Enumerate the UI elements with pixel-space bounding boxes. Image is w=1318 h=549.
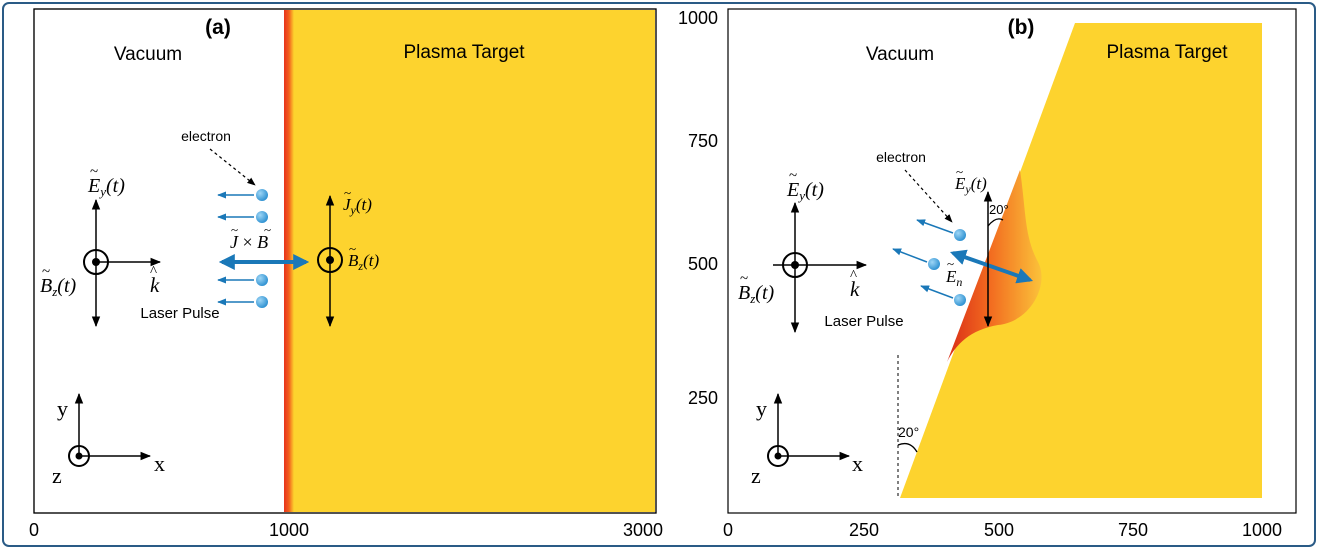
panel-b-xtick-4: 1000 bbox=[1242, 520, 1282, 540]
panel-b-ey-surface-label: Ey(t) ~ bbox=[954, 164, 987, 196]
panel-b-k-label: k ^ bbox=[850, 268, 860, 301]
svg-text:k: k bbox=[150, 273, 160, 297]
svg-text:~: ~ bbox=[740, 271, 748, 287]
svg-text:~: ~ bbox=[344, 185, 351, 200]
svg-text:~: ~ bbox=[231, 222, 238, 237]
svg-text:~: ~ bbox=[789, 168, 797, 184]
svg-text:J × B: J × B bbox=[230, 232, 268, 252]
svg-text:Ey(t): Ey(t) bbox=[786, 179, 824, 203]
panel-b-xtick-0: 0 bbox=[723, 520, 733, 540]
svg-text:~: ~ bbox=[349, 241, 356, 256]
panel-b-ytick-0: 1000 bbox=[678, 8, 718, 28]
svg-text:^: ^ bbox=[850, 268, 857, 284]
svg-text:Bz(t): Bz(t) bbox=[738, 282, 774, 306]
panel-b-angle-top: 20° bbox=[989, 202, 1009, 217]
svg-text:~: ~ bbox=[264, 222, 271, 237]
svg-text:x: x bbox=[154, 451, 165, 476]
panel-b: (b) Vacuum Plasma Target 0 250 500 750 1… bbox=[678, 8, 1297, 540]
panel-b-xtick-1: 250 bbox=[849, 520, 879, 540]
svg-text:k: k bbox=[850, 277, 860, 301]
panel-b-electrons bbox=[892, 219, 966, 306]
panel-b-ey-label: Ey(t) ~ bbox=[786, 168, 824, 203]
panel-a: (a) Vacuum Plasma Target 0 1000 3000 Ey(… bbox=[29, 8, 663, 540]
svg-text:~: ~ bbox=[42, 264, 50, 280]
svg-text:En: En bbox=[945, 267, 962, 289]
svg-text:z: z bbox=[52, 463, 62, 488]
panel-a-k-label: k ^ bbox=[150, 264, 160, 297]
panel-a-jxb-label: J × B ~ ~ bbox=[230, 222, 271, 252]
panel-b-xtick-3: 750 bbox=[1118, 520, 1148, 540]
svg-text:y: y bbox=[756, 396, 767, 421]
svg-text:Bz(t): Bz(t) bbox=[40, 275, 76, 299]
panel-a-xtick-1: 1000 bbox=[269, 520, 309, 540]
svg-text:~: ~ bbox=[90, 164, 98, 180]
panel-a-ey-label: Ey(t) ~ bbox=[87, 164, 125, 199]
panel-b-en-label: En ~ bbox=[945, 256, 962, 289]
panel-a-laser-field bbox=[83, 198, 162, 328]
panel-a-label: (a) bbox=[205, 16, 231, 39]
panel-b-label: (b) bbox=[1008, 16, 1035, 39]
svg-text:~: ~ bbox=[956, 164, 963, 179]
panel-a-bz-label: Bz(t) ~ bbox=[40, 264, 76, 299]
panel-b-ytick-1: 750 bbox=[688, 131, 718, 151]
panel-b-vacuum-label: Vacuum bbox=[866, 44, 934, 65]
svg-text:z: z bbox=[751, 463, 761, 488]
panel-b-xtick-2: 500 bbox=[984, 520, 1014, 540]
panel-b-angle-arc-top bbox=[987, 218, 1004, 227]
panel-b-angle-bottom: 20° bbox=[898, 424, 919, 440]
svg-text:Jy(t): Jy(t) bbox=[343, 195, 372, 217]
panel-a-vacuum-label: Vacuum bbox=[114, 44, 182, 65]
svg-text:Ey(t): Ey(t) bbox=[954, 174, 987, 196]
svg-text:x: x bbox=[852, 451, 863, 476]
svg-text:~: ~ bbox=[947, 256, 954, 271]
panel-b-ytick-3: 250 bbox=[688, 388, 718, 408]
panel-a-jy-label: Jy(t) ~ bbox=[343, 185, 372, 217]
panel-b-laser-label: Laser Pulse bbox=[824, 313, 903, 330]
panel-a-xtick-0: 0 bbox=[29, 520, 39, 540]
panel-a-laser-label: Laser Pulse bbox=[140, 305, 219, 322]
panel-b-angle-arc-bottom bbox=[897, 442, 918, 453]
panel-b-target-label: Plasma Target bbox=[1106, 42, 1228, 63]
panel-a-coordinate-axes: y x z bbox=[52, 392, 165, 488]
panel-a-electron-label: electron bbox=[181, 128, 231, 144]
panel-b-coordinate-axes: y x z bbox=[751, 392, 863, 488]
panel-a-current-field bbox=[317, 194, 343, 328]
panel-b-ytick-2: 500 bbox=[688, 254, 718, 274]
panel-a-xtick-2: 3000 bbox=[623, 520, 663, 540]
svg-text:Ey(t): Ey(t) bbox=[87, 175, 125, 199]
panel-a-bz-target-label: Bz(t) ~ bbox=[348, 241, 379, 273]
panel-a-electrons bbox=[217, 189, 268, 308]
panel-a-electron-pointer bbox=[209, 148, 256, 186]
svg-text:Bz(t): Bz(t) bbox=[348, 251, 379, 273]
panel-b-laser-field bbox=[773, 201, 868, 334]
panel-a-target-label: Plasma Target bbox=[403, 42, 525, 63]
svg-text:y: y bbox=[57, 396, 68, 421]
panel-b-electron-label: electron bbox=[876, 149, 926, 165]
panel-a-target bbox=[294, 10, 655, 512]
panel-b-bz-label: Bz(t) ~ bbox=[738, 271, 774, 306]
panel-b-target bbox=[900, 23, 1262, 498]
svg-text:^: ^ bbox=[150, 264, 157, 280]
